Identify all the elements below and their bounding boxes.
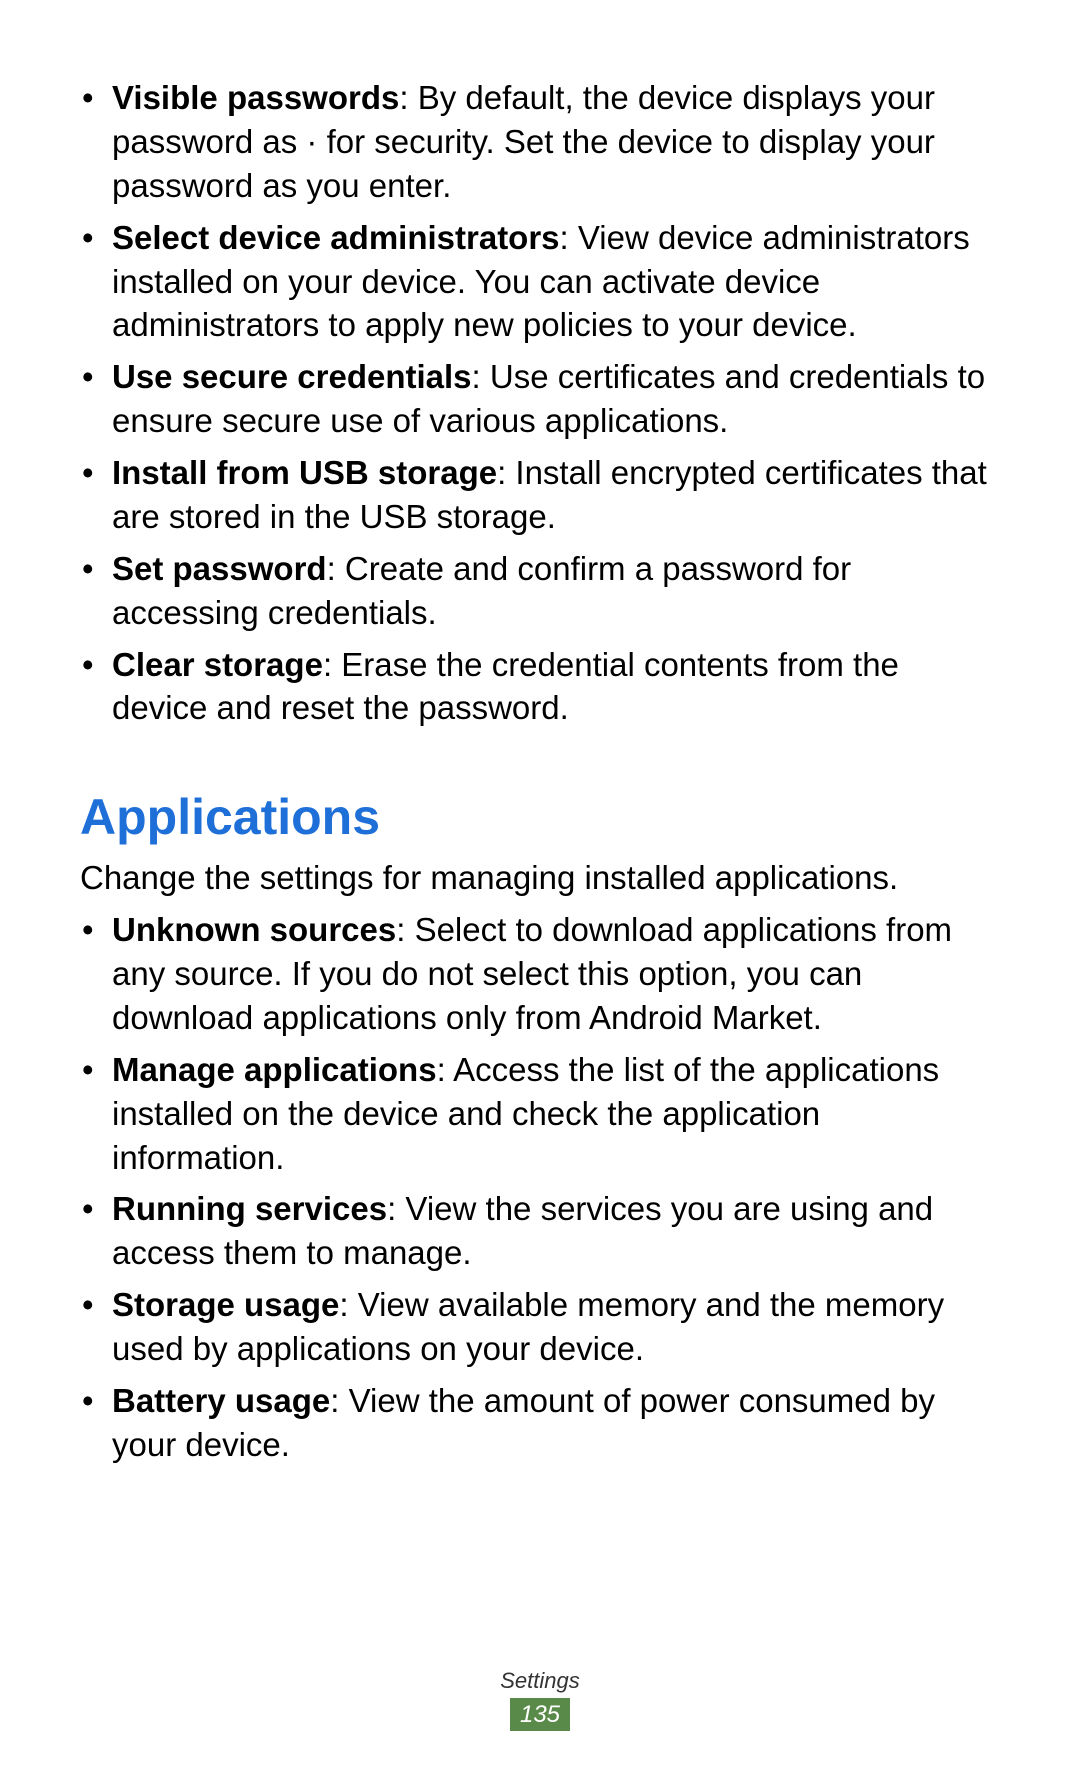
item-bold: Battery usage <box>112 1382 330 1419</box>
page-footer: Settings 135 <box>0 1668 1080 1731</box>
item-bold: Use secure credentials <box>112 358 472 395</box>
page-number-badge: 135 <box>510 1698 570 1731</box>
list-item: Visible passwords: By default, the devic… <box>106 76 1000 208</box>
list-item: Set password: Create and confirm a passw… <box>106 547 1000 635</box>
list-item: Clear storage: Erase the credential cont… <box>106 643 1000 731</box>
item-bold: Install from USB storage <box>112 454 497 491</box>
list-item: Unknown sources: Select to download appl… <box>106 908 1000 1040</box>
item-bold: Set password <box>112 550 327 587</box>
security-list: Visible passwords: By default, the devic… <box>80 76 1000 730</box>
item-bold: Running services <box>112 1190 387 1227</box>
list-item: Select device administrators: View devic… <box>106 216 1000 348</box>
footer-section-label: Settings <box>0 1668 1080 1694</box>
section-intro: Change the settings for managing install… <box>80 856 1000 900</box>
list-item: Running services: View the services you … <box>106 1187 1000 1275</box>
list-item: Install from USB storage: Install encryp… <box>106 451 1000 539</box>
list-item: Battery usage: View the amount of power … <box>106 1379 1000 1467</box>
list-item: Storage usage: View available memory and… <box>106 1283 1000 1371</box>
list-item: Use secure credentials: Use certificates… <box>106 355 1000 443</box>
list-item: Manage applications: Access the list of … <box>106 1048 1000 1180</box>
document-page: Visible passwords: By default, the devic… <box>0 0 1080 1535</box>
item-bold: Storage usage <box>112 1286 339 1323</box>
applications-list: Unknown sources: Select to download appl… <box>80 908 1000 1467</box>
item-bold: Select device administrators <box>112 219 560 256</box>
section-heading: Applications <box>80 788 1000 846</box>
item-bold: Visible passwords <box>112 79 399 116</box>
item-bold: Manage applications <box>112 1051 437 1088</box>
item-bold: Unknown sources <box>112 911 396 948</box>
item-bold: Clear storage <box>112 646 323 683</box>
